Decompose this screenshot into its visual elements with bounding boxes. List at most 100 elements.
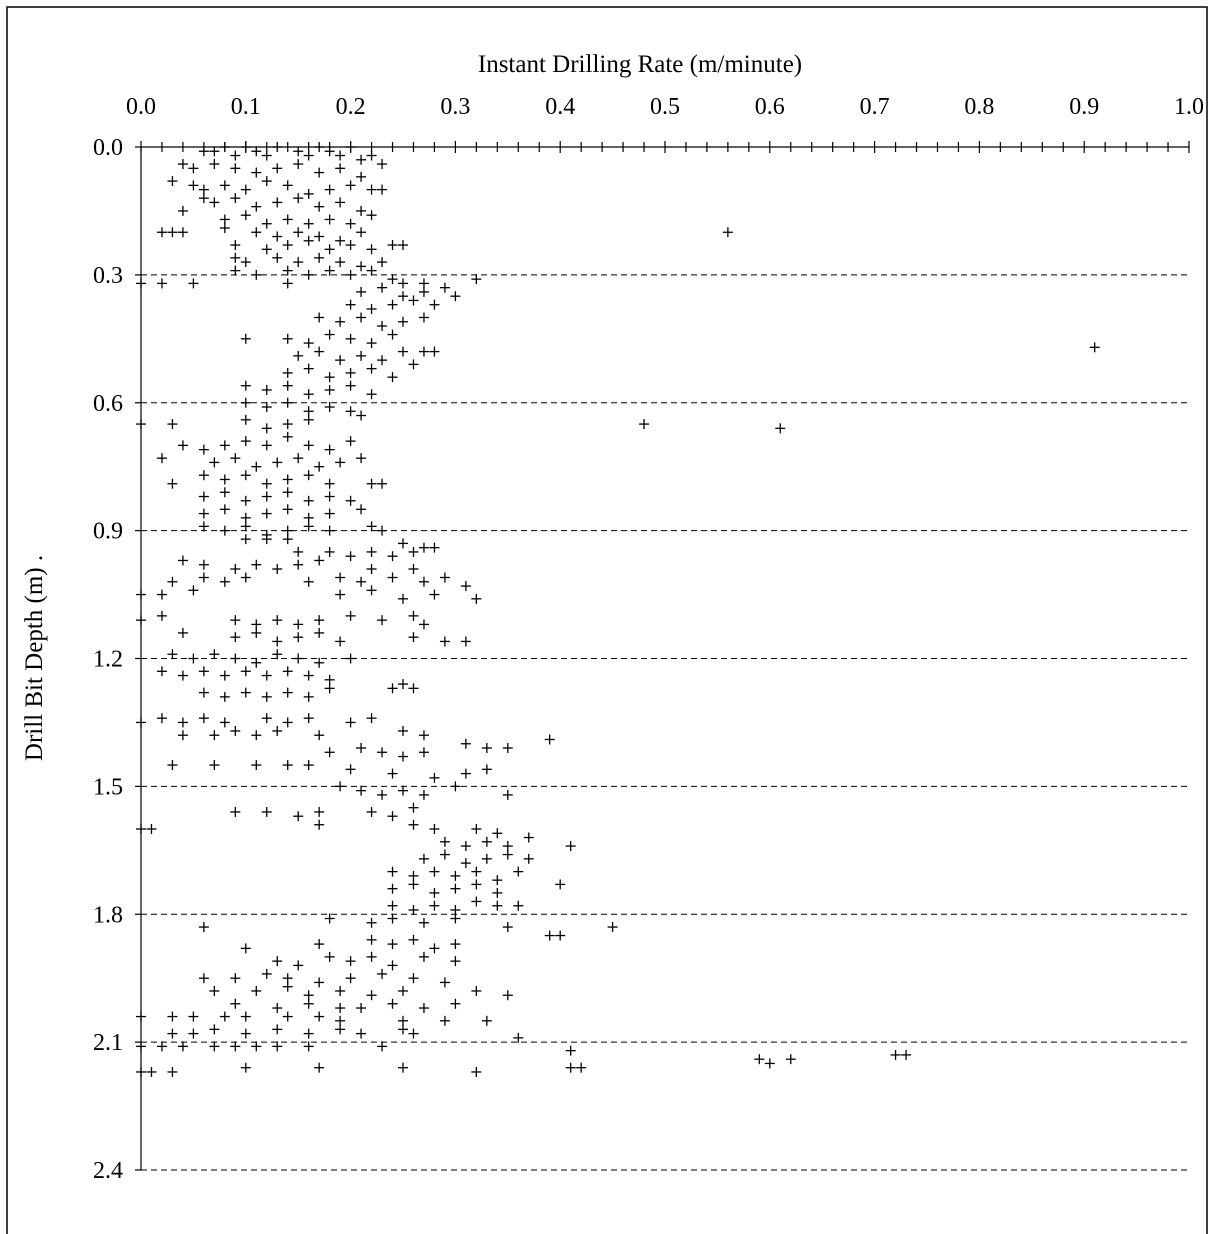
data-point — [282, 474, 293, 485]
data-point — [272, 1041, 283, 1052]
data-point — [136, 1011, 146, 1022]
data-point — [366, 990, 377, 1001]
data-point — [282, 981, 293, 992]
data-point — [513, 866, 524, 877]
data-point — [303, 670, 314, 681]
data-point — [282, 333, 293, 344]
data-point — [450, 781, 461, 792]
data-point — [324, 146, 335, 157]
data-point — [240, 257, 251, 268]
data-point — [282, 1011, 293, 1022]
data-point — [156, 1041, 167, 1052]
data-point — [366, 546, 377, 557]
data-point — [460, 841, 471, 852]
data-point — [230, 973, 241, 984]
data-point — [345, 406, 356, 417]
data-point — [167, 227, 178, 238]
data-point — [136, 278, 146, 289]
data-point — [198, 491, 209, 502]
data-point — [408, 973, 419, 984]
data-point — [335, 781, 346, 792]
data-point — [460, 768, 471, 779]
data-point — [293, 960, 304, 971]
data-point — [293, 146, 304, 157]
data-point — [146, 1066, 157, 1077]
data-point — [303, 1028, 314, 1039]
data-point — [576, 1062, 587, 1073]
x-tick-label: 0.6 — [755, 94, 785, 120]
data-point — [460, 636, 471, 647]
data-point — [356, 312, 367, 323]
data-point — [314, 346, 325, 357]
data-point — [314, 806, 325, 817]
data-point — [261, 534, 272, 545]
data-point — [146, 824, 157, 834]
data-point — [198, 666, 209, 677]
data-point — [303, 150, 314, 161]
data-point — [293, 453, 304, 464]
data-point — [303, 414, 314, 425]
data-point — [377, 159, 388, 170]
data-point — [324, 951, 335, 962]
data-point — [272, 636, 283, 647]
data-point — [240, 184, 251, 195]
data-point — [450, 956, 461, 967]
data-point — [198, 444, 209, 455]
chart-border — [6, 6, 1208, 1234]
data-point — [345, 240, 356, 251]
data-point — [293, 653, 304, 664]
data-point — [398, 1024, 408, 1035]
data-point — [387, 299, 398, 310]
data-point — [439, 836, 450, 847]
data-point — [219, 525, 230, 536]
data-point — [324, 244, 335, 255]
data-point — [188, 180, 199, 191]
data-point — [450, 913, 461, 924]
data-point — [366, 210, 377, 221]
data-point — [303, 1041, 314, 1052]
y-tick-label: 0.6 — [93, 391, 123, 417]
data-point — [398, 278, 408, 289]
data-point — [209, 730, 220, 741]
data-point — [366, 951, 377, 962]
data-point — [471, 593, 482, 604]
data-point — [198, 572, 209, 583]
data-point — [282, 760, 293, 771]
data-point — [303, 440, 314, 451]
data-point — [345, 610, 356, 621]
data-point — [282, 240, 293, 251]
data-point — [324, 491, 335, 502]
data-point — [335, 1015, 346, 1026]
data-point — [167, 760, 178, 771]
data-point — [324, 478, 335, 489]
data-point — [356, 350, 367, 361]
data-point — [502, 841, 513, 852]
data-point — [398, 291, 408, 302]
data-point — [282, 717, 293, 728]
data-point — [230, 1041, 241, 1052]
data-point — [188, 1011, 199, 1022]
data-point — [450, 870, 461, 881]
data-point — [282, 265, 293, 276]
data-point — [418, 576, 429, 587]
data-point — [219, 180, 230, 191]
data-point — [565, 841, 576, 852]
data-point — [293, 811, 304, 822]
x-tick-label: 0.3 — [440, 94, 470, 120]
data-point — [345, 495, 356, 506]
y-tick-label: 1.2 — [93, 647, 123, 673]
data-point — [240, 1028, 251, 1039]
data-point — [167, 649, 178, 660]
data-point — [356, 286, 367, 297]
data-point — [240, 397, 251, 408]
data-point — [492, 887, 503, 898]
data-point — [429, 772, 440, 783]
data-point — [418, 619, 429, 630]
data-point — [251, 461, 262, 472]
data-point — [418, 730, 429, 741]
data-point — [167, 478, 178, 489]
data-point — [335, 1024, 346, 1035]
data-point — [356, 576, 367, 587]
data-point — [356, 410, 367, 421]
